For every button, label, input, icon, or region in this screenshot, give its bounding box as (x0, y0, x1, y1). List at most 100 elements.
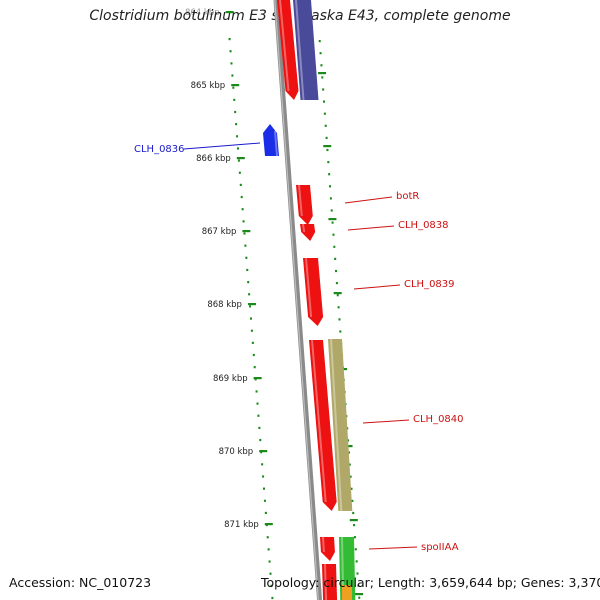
tick-dot (328, 173, 331, 176)
major-tick (259, 450, 268, 453)
tick-dot (268, 560, 271, 563)
major-tick (323, 145, 332, 148)
tick-dot (335, 269, 338, 273)
gene-arrow-clh-0840-sheen (311, 340, 327, 502)
gene-arrow-clh-0836 (263, 124, 279, 156)
tick-dot (254, 378, 257, 381)
gene-arrow-clh-0839 (303, 258, 324, 326)
tick-dot (256, 402, 259, 405)
tick-dot (245, 256, 248, 259)
tick-dot (236, 147, 239, 150)
gene-arrow-clh-0839-sheen (305, 258, 313, 317)
tick-dot (320, 64, 323, 67)
tick-dot (240, 195, 243, 199)
feature-bar-green-sheen (341, 537, 345, 600)
tick-dot (358, 596, 361, 599)
tick-dot (326, 148, 329, 152)
tick-dot (246, 268, 249, 272)
tick-dot (356, 572, 359, 575)
feature-bar-olive-sheen (330, 339, 343, 511)
tick-dot (353, 524, 356, 527)
tick-dot (252, 353, 255, 357)
tick-dot (241, 208, 244, 211)
tick-dot (321, 76, 324, 79)
gene-arrow-upper-red (277, 0, 299, 100)
gene-arrow-botr-sheen (298, 185, 303, 216)
feature-bar-orange (342, 585, 352, 600)
tick-dot (335, 282, 338, 285)
tick-dot (251, 341, 254, 344)
kbp-tick-marks: 864 kbp 865 kbp 866 kbp 867 kbp 868 kbp 869 k… (185, 8, 274, 600)
tick-dot (353, 536, 356, 539)
kbp-tick-label: 866 kbp (196, 154, 231, 164)
gene-arrow-clh-0838-sheen (302, 224, 306, 232)
tick-dot (323, 112, 326, 115)
tick-dot (229, 50, 232, 53)
tick-dot (322, 88, 325, 91)
gene-label-clh-0839-leader (353, 284, 401, 290)
feature-bar-green (339, 537, 356, 600)
gene-label-spoiiaa: spoIIAA (421, 542, 459, 553)
tick-dot (250, 329, 253, 332)
tick-dot (337, 306, 340, 309)
kbp-tick-label: 864 kbp (185, 8, 220, 18)
kbp-tick-label: 867 kbp (202, 227, 237, 237)
tick-dot (237, 159, 240, 162)
gene-labels: CLH_0836 botR CLH_0838 CLH_0839 CLH_0840 spoI… (134, 142, 464, 553)
gene-label-clh-0836-leader (183, 142, 261, 150)
inner-tick-marks (318, 40, 364, 599)
major-tick (225, 11, 234, 14)
tick-dot (255, 390, 258, 393)
gene-label-clh-0840-leader (362, 419, 410, 424)
tick-dot (243, 232, 246, 235)
tick-dot (248, 293, 251, 296)
tick-dot (267, 548, 270, 551)
tick-dot (330, 209, 333, 212)
gene-label-clh-0836: CLH_0836 (134, 144, 185, 155)
tick-dot (348, 463, 351, 466)
tick-dot (349, 475, 352, 478)
gene-label-clh-0838-leader (347, 225, 395, 231)
backbone-line (273, 0, 323, 600)
tick-dot (319, 52, 322, 55)
gene-label-clh-0839: CLH_0839 (404, 279, 455, 290)
tick-dot (351, 499, 354, 502)
accession-text: Accession: NC_010723 (9, 575, 152, 590)
feature-bar-navy (293, 0, 319, 100)
topology-text: Topology: circular; Length: 3,659,644 bp… (261, 575, 600, 590)
tick-dot (352, 511, 355, 515)
tick-dot (355, 560, 358, 563)
tick-dot (339, 330, 342, 333)
kbp-tick-label: 865 kbp (191, 81, 226, 91)
major-tick (231, 84, 240, 87)
tick-dot (329, 197, 332, 200)
gene-arrow-clh-0840 (309, 340, 337, 511)
major-tick (355, 593, 364, 596)
tick-dot (231, 74, 234, 77)
major-tick (333, 292, 342, 295)
tick-dot (253, 366, 256, 369)
gene-label-botr: botR (396, 191, 419, 202)
major-tick (318, 72, 327, 75)
tick-dot (258, 426, 261, 429)
kbp-tick-label: 871 kbp (224, 520, 259, 530)
backbone-highlight (274, 0, 319, 600)
kbp-tick-label: 868 kbp (207, 300, 242, 310)
tick-dot (338, 318, 341, 321)
tick-dot (244, 244, 247, 247)
major-tick (242, 230, 251, 233)
gene-arrow-clh-0838 (300, 224, 316, 241)
kbp-tick-label: 870 kbp (219, 447, 254, 457)
tick-dot (266, 536, 269, 539)
tick-dot (264, 511, 267, 515)
gene-label-clh-0840: CLH_0840 (413, 414, 464, 425)
gene-label-clh-0838: CLH_0838 (398, 220, 449, 231)
feature-bar-navy-sheen (295, 0, 305, 100)
tick-dot (242, 220, 245, 223)
major-tick (344, 445, 353, 448)
tick-dot (336, 294, 339, 297)
major-tick (236, 157, 245, 160)
tick-dot (347, 451, 350, 454)
tick-dot (271, 596, 274, 600)
